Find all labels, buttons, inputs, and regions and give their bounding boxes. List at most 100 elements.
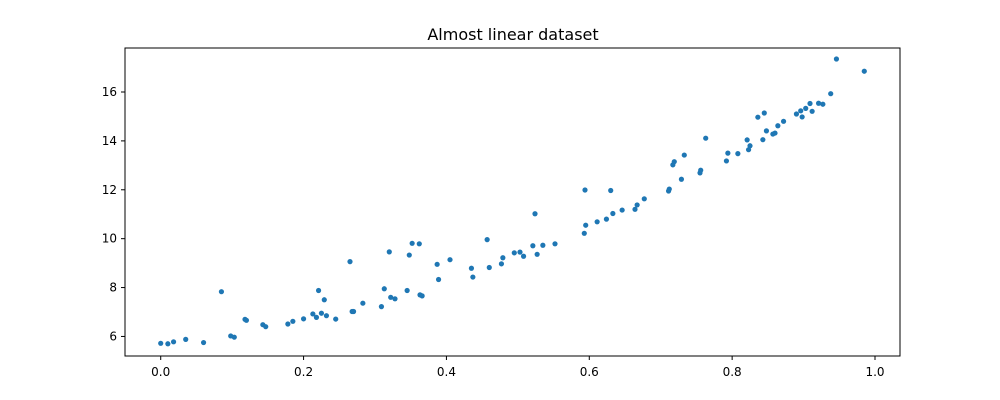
data-point xyxy=(350,308,357,315)
data-point xyxy=(735,151,741,157)
data-point xyxy=(725,150,731,156)
data-point xyxy=(486,264,492,271)
data-point xyxy=(285,321,291,327)
data-point xyxy=(772,130,778,136)
y-tick-label: 8 xyxy=(109,281,117,295)
data-point xyxy=(170,339,177,345)
data-point xyxy=(775,123,781,129)
data-point xyxy=(581,230,587,236)
data-point xyxy=(798,108,804,114)
data-point xyxy=(634,202,640,208)
data-point xyxy=(315,287,322,294)
x-axis: 0.0 0.2 0.4 0.6 0.8 1.0 xyxy=(151,356,885,379)
data-point xyxy=(619,207,625,213)
data-point xyxy=(323,313,330,319)
data-point xyxy=(723,158,730,164)
data-point xyxy=(747,143,753,149)
data-point xyxy=(318,310,325,316)
data-point xyxy=(406,252,412,258)
x-tick-label: 0.6 xyxy=(580,365,599,379)
data-point xyxy=(447,257,453,263)
data-point xyxy=(360,300,366,306)
data-point xyxy=(310,311,316,317)
data-point xyxy=(552,241,558,247)
data-point xyxy=(183,336,189,342)
data-point xyxy=(534,251,540,257)
data-point xyxy=(158,340,164,346)
data-point xyxy=(435,276,442,283)
data-point xyxy=(666,186,672,192)
x-tick-label: 0.4 xyxy=(437,365,456,379)
x-tick-label: 1.0 xyxy=(865,365,884,379)
data-point xyxy=(386,249,392,255)
data-point xyxy=(582,187,588,193)
data-point xyxy=(820,101,826,107)
data-point xyxy=(498,261,505,267)
data-point xyxy=(392,296,398,302)
data-point xyxy=(416,241,422,247)
y-tick-label: 14 xyxy=(102,134,117,148)
x-tick-label: 0.2 xyxy=(294,365,313,379)
data-point xyxy=(243,317,250,323)
y-tick-label: 10 xyxy=(102,232,117,246)
data-point xyxy=(807,100,813,107)
chart-title: Almost linear dataset xyxy=(427,25,598,44)
data-point xyxy=(263,324,269,330)
data-point xyxy=(409,240,415,246)
data-point xyxy=(419,293,425,299)
y-tick-label: 6 xyxy=(109,329,117,343)
data-point xyxy=(520,253,527,259)
data-point xyxy=(388,294,394,300)
data-point xyxy=(793,111,800,117)
data-point xyxy=(744,137,750,143)
data-point xyxy=(761,110,767,116)
data-point xyxy=(583,222,589,228)
data-point xyxy=(608,187,614,194)
data-point xyxy=(470,274,476,280)
data-point xyxy=(780,118,787,124)
data-point xyxy=(861,68,867,74)
y-axis: 6 8 10 12 14 16 xyxy=(102,85,125,343)
data-point xyxy=(165,341,171,347)
data-point xyxy=(671,159,677,165)
data-point xyxy=(530,243,536,249)
data-point xyxy=(745,147,752,153)
data-point xyxy=(434,261,440,267)
data-point xyxy=(378,304,385,310)
data-point xyxy=(809,108,815,114)
data-point xyxy=(231,334,237,340)
data-point xyxy=(532,211,538,217)
data-point xyxy=(468,265,475,271)
data-point xyxy=(347,259,353,265)
data-point xyxy=(755,114,761,120)
data-point xyxy=(200,339,207,346)
y-tick-label: 16 xyxy=(102,85,117,99)
plot-area-frame xyxy=(124,47,901,357)
data-point xyxy=(484,237,490,243)
data-point xyxy=(799,114,805,120)
data-point xyxy=(404,287,410,294)
data-point xyxy=(681,152,687,158)
data-points xyxy=(158,56,867,347)
data-point xyxy=(760,137,766,143)
data-point xyxy=(517,249,523,255)
data-point xyxy=(500,255,506,261)
data-point xyxy=(218,289,225,295)
data-point xyxy=(815,100,822,106)
data-point xyxy=(603,216,610,222)
data-point xyxy=(703,135,709,141)
data-point xyxy=(300,316,307,322)
data-point xyxy=(833,56,840,62)
data-point xyxy=(313,314,320,320)
data-point xyxy=(698,167,704,173)
data-point xyxy=(632,206,638,212)
y-tick-label: 12 xyxy=(102,183,117,197)
data-point xyxy=(381,286,387,292)
data-point xyxy=(828,91,834,97)
data-point xyxy=(594,219,600,225)
data-point xyxy=(763,128,770,134)
data-point xyxy=(678,176,685,182)
data-point xyxy=(290,318,296,324)
data-point xyxy=(321,297,327,303)
data-point xyxy=(641,196,647,202)
